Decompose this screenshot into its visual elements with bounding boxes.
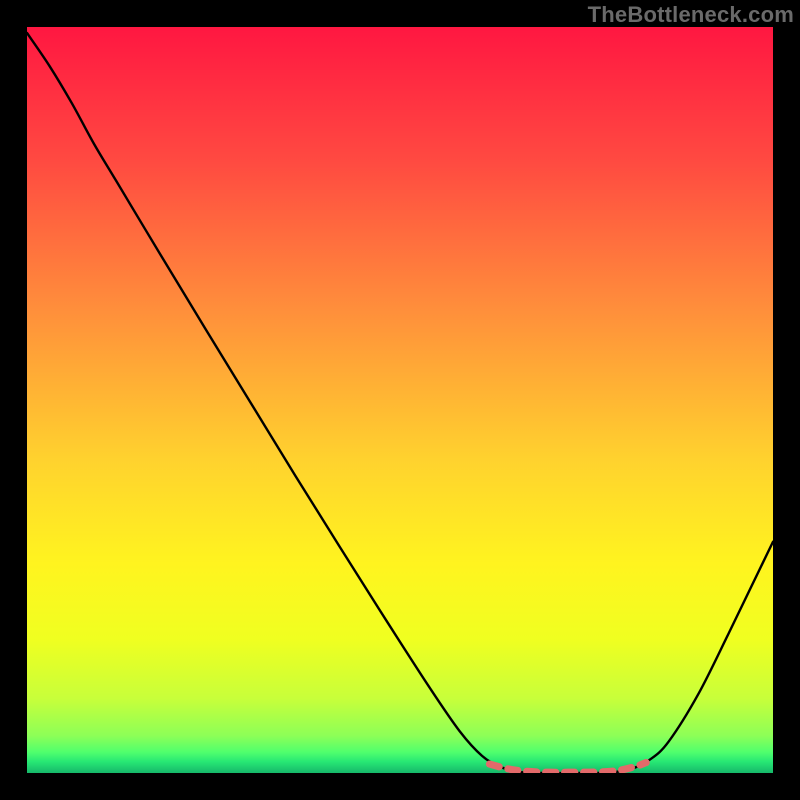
gradient-background xyxy=(27,27,773,773)
plot-area xyxy=(27,27,773,773)
watermark-text: TheBottleneck.com xyxy=(588,2,794,28)
plot-svg xyxy=(27,27,773,773)
chart-frame: TheBottleneck.com xyxy=(0,0,800,800)
